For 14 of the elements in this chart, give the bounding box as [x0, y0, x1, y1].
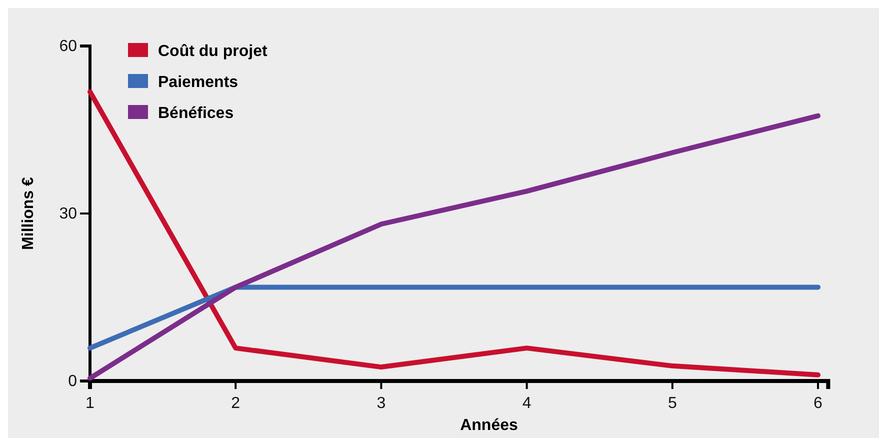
y-tick-label: 0	[68, 373, 78, 390]
x-axis-title: Années	[460, 417, 518, 434]
x-tick-label: 4	[522, 395, 532, 412]
legend-label: Bénéfices	[158, 105, 234, 122]
x-tick-label: 2	[231, 395, 240, 412]
x-tick-label: 1	[86, 395, 95, 412]
legend-label: Coût du projet	[158, 43, 268, 60]
legend-label: Paiements	[158, 74, 238, 91]
x-tick-label: 6	[814, 395, 823, 412]
y-tick-label: 60	[59, 38, 78, 56]
y-tick-label: 30	[59, 206, 78, 223]
y-axis-title: Millions €	[20, 176, 37, 250]
x-tick-label: 3	[376, 395, 386, 412]
x-tick-label: 5	[668, 395, 677, 412]
